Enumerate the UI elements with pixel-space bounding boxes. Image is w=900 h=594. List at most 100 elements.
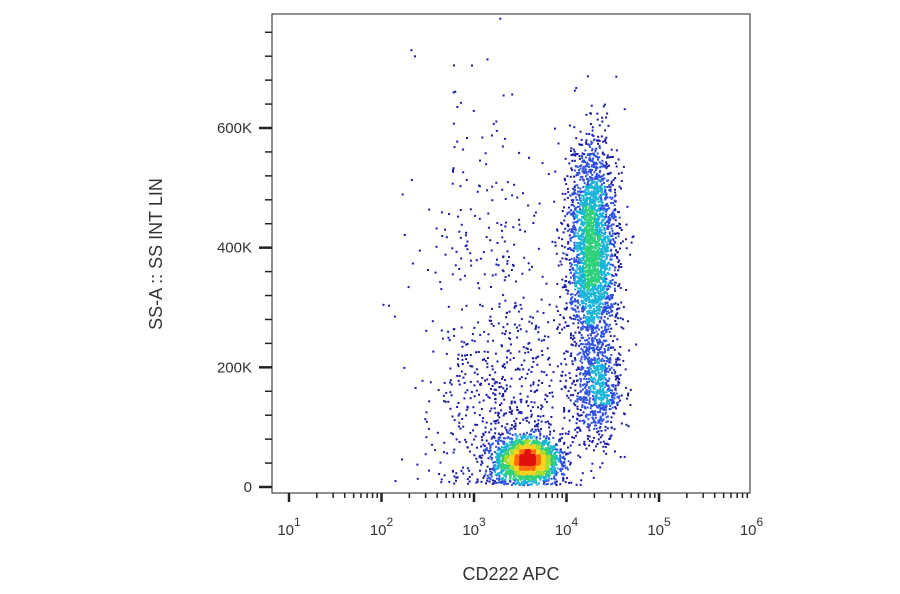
event-dot [580,278,583,281]
event-dot [573,186,576,188]
event-dot [470,443,473,446]
event-dot [456,374,459,377]
event-dot [597,284,600,287]
event-dot [447,336,450,339]
event-dot [579,187,582,190]
event-dot [597,391,600,394]
event-dot [556,471,559,474]
event-dot [597,265,600,268]
event-dot [459,101,462,104]
event-dot [594,416,597,419]
event-dot [582,350,585,353]
event-dot [580,295,583,298]
event-dot [595,445,597,448]
event-dot [605,442,608,445]
event-dot [393,315,396,318]
event-dot [465,343,468,346]
event-dot [608,261,611,264]
event-dot [507,274,510,277]
event-dot [530,401,533,404]
event-dot [581,269,584,272]
event-dot [598,251,601,254]
event-dot [585,346,588,349]
event-dot [564,385,567,388]
event-dot [601,434,604,437]
event-dot [544,476,547,479]
event-dot [600,252,603,255]
event-dot [528,433,531,436]
event-dot [594,414,597,417]
event-dot [590,224,593,227]
event-dot [573,272,576,275]
event-dot [598,378,600,381]
event-dot [590,249,593,252]
event-dot [577,322,580,325]
event-dot [586,324,589,327]
event-dot [586,381,589,384]
event-dot [581,294,584,297]
event-dot [594,278,597,281]
event-dot [589,265,591,268]
event-dot [496,481,499,484]
event-dot [612,346,615,349]
event-dot [569,451,572,454]
event-dot [623,108,626,111]
event-dot [587,321,590,324]
event-dot [616,377,619,380]
event-dot [594,261,597,264]
event-dot [588,392,591,395]
event-dot [588,351,591,354]
event-dot [601,311,604,314]
event-dot [601,159,604,162]
event-dot [539,478,542,481]
event-dot [569,237,572,240]
event-dot [609,280,612,283]
event-dot [599,379,602,382]
event-dot [517,411,520,414]
event-dot [561,192,564,195]
event-dot [614,232,617,235]
event-dot [583,383,586,386]
event-dot [604,297,607,300]
event-dot [618,378,621,381]
event-dot [495,482,497,485]
event-dot [556,328,559,330]
event-dot [602,311,605,314]
event-dot [452,451,455,454]
event-dot [483,452,486,455]
event-dot [589,112,592,115]
event-dot [521,442,524,445]
event-dot [500,470,503,473]
event-dot [610,243,613,245]
event-dot [598,216,601,218]
event-dot [606,267,608,270]
event-dot [486,479,489,482]
event-dot [606,202,609,205]
event-dot [590,201,593,204]
event-dot [576,264,579,266]
event-dot [582,233,585,236]
event-dot [454,264,457,267]
event-dot [584,216,587,219]
event-dot [596,183,599,186]
event-dot [548,473,551,476]
event-dot [443,451,445,454]
event-dot [604,351,606,354]
event-dot [577,290,579,293]
event-dot [604,231,607,234]
event-dot [595,330,598,333]
event-dot [421,379,424,382]
event-dot [601,365,604,368]
event-dot [599,340,601,343]
event-dot [624,368,627,371]
event-dot [462,425,465,428]
event-dot [443,441,446,444]
event-dot [580,293,583,296]
event-dot [586,271,589,274]
event-dot [597,249,600,252]
event-dot [598,247,601,250]
event-dot [601,351,604,354]
event-dot [617,380,620,383]
event-dot [602,440,605,443]
